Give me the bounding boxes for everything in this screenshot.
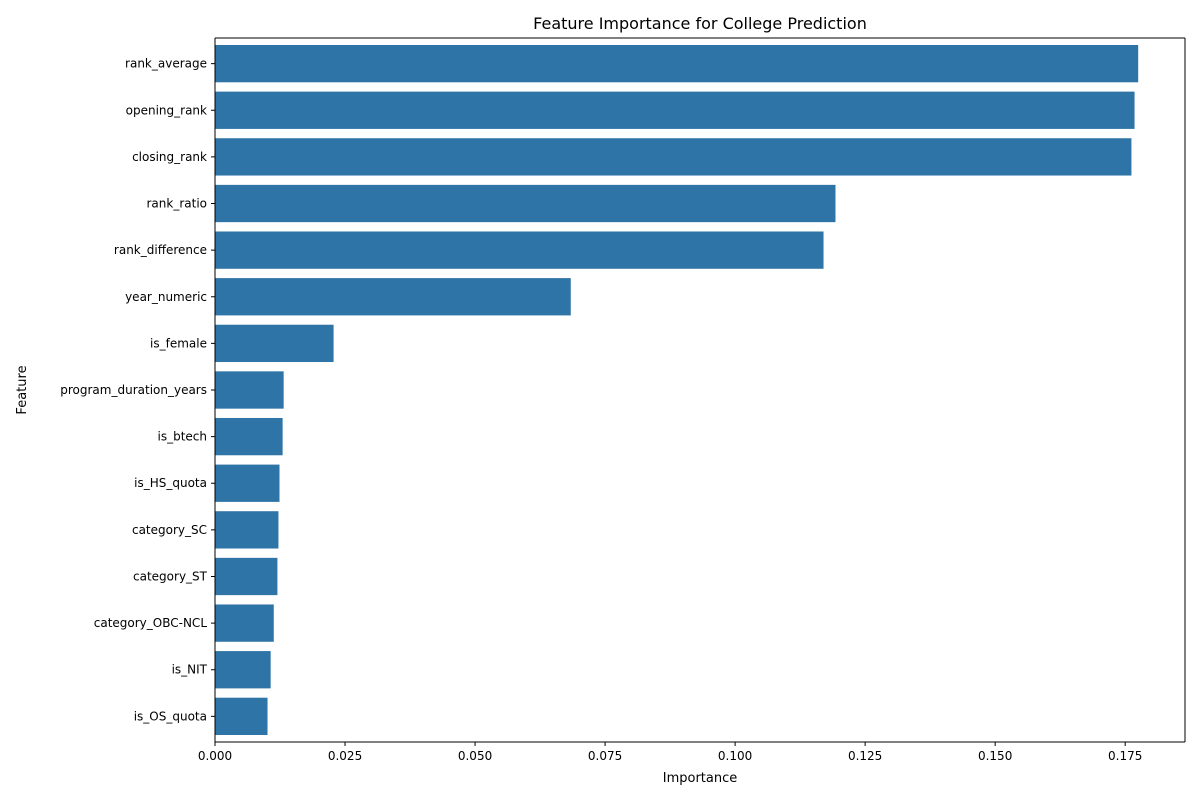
bar-rank_difference: [215, 231, 824, 269]
bar-category_ST: [215, 557, 278, 596]
y-axis-title: Feature: [15, 365, 30, 414]
y-tick-label: is_btech: [158, 430, 208, 444]
axes-layer: rank_average opening_rank closing_rankrank…: [60, 37, 1186, 763]
chart-title: Feature Importance for College Predictio…: [533, 14, 867, 33]
bar-category_OBC-NCL: [215, 604, 274, 642]
y-tick-label: rank_difference: [114, 243, 207, 257]
y-tick-label: rank_ratio: [146, 197, 207, 211]
y-tick-label: rank_average: [125, 57, 207, 71]
bar-is_female: [215, 324, 334, 363]
x-tick-label: 0.075: [588, 749, 622, 763]
x-tick-label: 0.050: [458, 749, 492, 763]
bar-is_NIT: [215, 651, 271, 689]
bar-year_numeric: [215, 278, 571, 316]
y-tick-label: is_OS_quota: [134, 709, 207, 723]
bar-is_OS_quota: [215, 697, 268, 736]
y-tick-label: category_SC: [132, 523, 207, 537]
y-tick-label: program_duration_years: [60, 383, 207, 397]
x-axis-title: Importance: [663, 771, 738, 786]
y-tick-label: closing_rank: [132, 150, 207, 164]
bar-rank_ratio: [215, 184, 836, 223]
x-tick-label: 0.125: [848, 749, 882, 763]
x-tick-label: 0.000: [198, 749, 232, 763]
bar-is_HS_quota: [215, 464, 280, 502]
bar-opening_rank: [215, 91, 1135, 129]
bar-rank_average: [215, 44, 1139, 83]
y-tick-label: is_NIT: [172, 663, 208, 677]
bars-layer: [215, 44, 1139, 736]
x-tick-label: 0.025: [328, 749, 362, 763]
y-tick-label: is_HS_quota: [134, 476, 207, 490]
bar-program_duration_years: [215, 371, 284, 409]
y-tick-label: category_ST: [133, 569, 208, 583]
x-tick-label: 0.150: [978, 749, 1012, 763]
bar-is_btech: [215, 417, 283, 456]
bar-category_SC: [215, 511, 279, 549]
x-tick-label: 0.175: [1108, 749, 1142, 763]
y-tick-label: is_female: [150, 336, 207, 350]
y-tick-label: year_numeric: [125, 290, 207, 304]
y-tick-label: opening_rank: [126, 103, 207, 117]
y-tick-label: category_OBC-NCL: [94, 616, 208, 630]
bar-closing_rank: [215, 138, 1132, 176]
x-tick-label: 0.100: [718, 749, 752, 763]
